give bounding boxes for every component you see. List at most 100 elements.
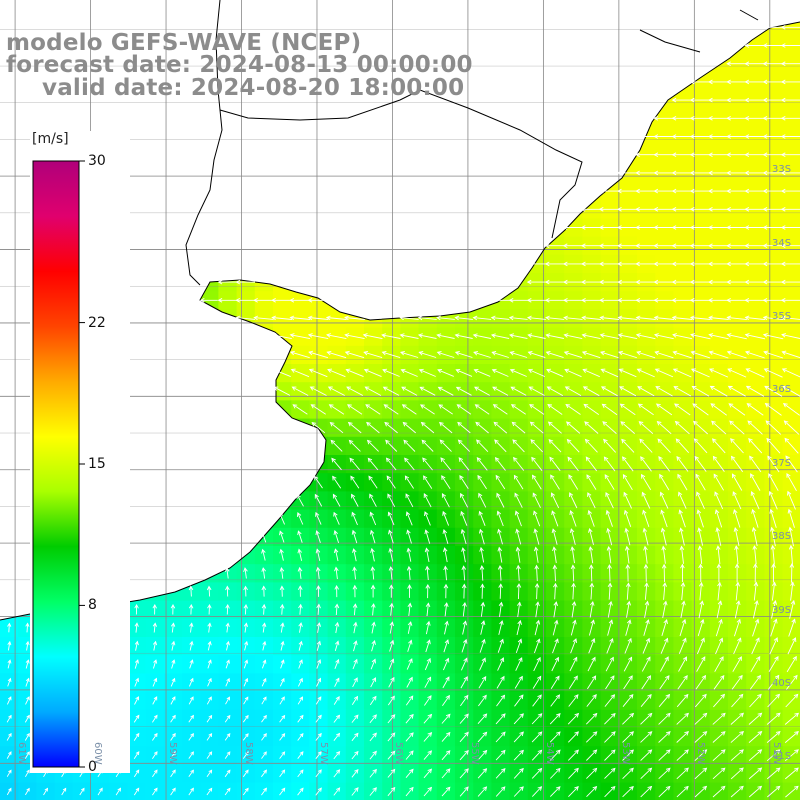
wind-arrow: [787, 490, 796, 510]
wind-arrow: [382, 368, 400, 377]
wind-arrow: [672, 333, 693, 340]
wind-arrow: [170, 696, 176, 705]
wind-arrow: [6, 751, 12, 759]
wind-arrow: [495, 731, 506, 743]
wind-arrow: [480, 601, 486, 617]
wind-arrow: [748, 730, 763, 743]
wind-arrow: [762, 188, 784, 194]
wind-arrow: [659, 675, 670, 690]
wind-arrow: [653, 315, 675, 321]
wind-arrow: [224, 769, 231, 778]
wind-arrow: [762, 170, 784, 176]
wind-arrow: [563, 298, 583, 303]
wind-arrow: [677, 473, 688, 491]
wind-arrow: [689, 116, 711, 121]
wind-arrow: [444, 602, 449, 617]
wind-arrow: [333, 548, 339, 562]
wind-arrow: [599, 279, 620, 285]
wind-arrow: [309, 386, 327, 396]
wind-arrow: [478, 676, 487, 689]
wind-arrow: [369, 714, 377, 724]
wind-arrow: [334, 677, 340, 687]
wind-arrow: [459, 786, 469, 797]
wind-arrow: [766, 712, 781, 725]
wind-arrow: [298, 622, 303, 633]
wind-arrow: [762, 43, 784, 48]
wind-arrow: [387, 695, 395, 706]
wind-arrow: [752, 600, 759, 619]
wind-arrow: [689, 207, 711, 212]
wind-arrow: [353, 621, 358, 634]
wind-arrow: [370, 566, 376, 580]
wind-arrow: [170, 677, 176, 687]
wind-arrow: [671, 116, 693, 121]
wind-arrow: [496, 510, 504, 527]
wind-arrow: [225, 640, 230, 651]
wind-arrow: [334, 603, 340, 616]
wind-arrow: [767, 785, 781, 798]
wind-arrow: [351, 787, 359, 796]
wind-arrow: [708, 152, 729, 157]
wind-arrow: [728, 403, 746, 416]
wind-arrow: [79, 787, 85, 796]
wind-arrow: [25, 659, 30, 669]
wind-arrow: [514, 510, 522, 527]
wind-arrow: [661, 545, 666, 564]
wind-arrow: [460, 694, 469, 707]
wind-arrow: [217, 298, 237, 303]
wind-arrow: [717, 581, 722, 601]
wind-arrow: [726, 279, 747, 285]
wind-arrow: [152, 659, 158, 669]
wind-arrow: [607, 600, 613, 618]
wind-arrow: [563, 350, 583, 359]
wind-arrow: [25, 787, 30, 796]
wind-arrow: [405, 786, 414, 797]
wind-arrow: [353, 640, 358, 652]
wind-arrow: [762, 25, 784, 30]
wind-arrow: [787, 637, 797, 655]
wind-arrow: [618, 350, 637, 359]
wind-arrow: [696, 656, 706, 672]
wind-arrow: [297, 769, 304, 778]
wind-arrow: [441, 750, 451, 761]
wind-arrow: [298, 603, 303, 615]
wind-arrow: [531, 767, 543, 779]
wind-arrows: [6, 25, 800, 798]
wind-arrow: [97, 787, 103, 796]
longitude-label: 60W: [91, 742, 103, 765]
wind-arrow: [385, 439, 398, 452]
wind-arrow: [671, 243, 693, 248]
wind-arrow: [515, 528, 522, 545]
wind-arrow: [709, 368, 729, 378]
latitude-label: 36S: [772, 384, 792, 396]
wind-arrow: [546, 386, 564, 396]
wind-arrow: [569, 510, 577, 527]
wind-arrow: [207, 622, 212, 633]
wind-arrow: [363, 368, 382, 378]
wind-arrow: [715, 527, 722, 546]
wind-arrow: [568, 767, 579, 779]
wind-arrow: [782, 403, 800, 416]
wind-arrow: [387, 768, 396, 778]
wind-arrow: [224, 567, 230, 579]
wind-arrow: [352, 658, 358, 670]
wind-arrow: [745, 385, 765, 397]
wind-arrow: [553, 582, 558, 600]
wind-arrow: [680, 581, 686, 601]
wind-arrow: [425, 602, 431, 617]
wind-arrow: [551, 510, 559, 527]
wind-arrow: [680, 600, 686, 619]
wind-arrow: [531, 474, 542, 490]
wind-arrow: [599, 333, 619, 340]
wind-arrow: [6, 732, 12, 741]
wind-arrow: [744, 79, 766, 85]
wind-arrow: [671, 188, 693, 194]
wind-arrow: [280, 640, 285, 651]
wind-arrow: [782, 385, 800, 397]
wind-arrow: [533, 510, 541, 527]
wind-arrow: [6, 714, 12, 723]
wind-arrow: [712, 767, 726, 780]
wind-arrow: [333, 769, 341, 778]
colorbar-tick-label: 22: [88, 314, 106, 331]
wind-arrow: [443, 583, 449, 599]
